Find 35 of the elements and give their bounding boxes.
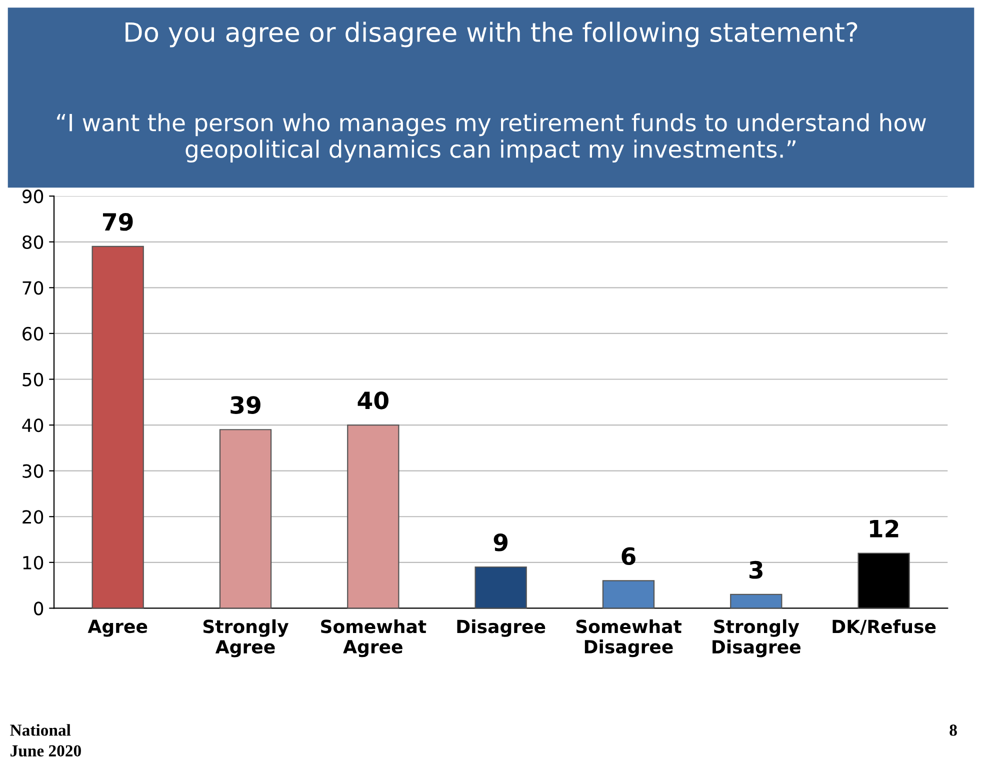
data-label: 6 <box>622 547 636 566</box>
data-label: 39 <box>230 396 260 414</box>
x-tick-label: Somewhat Agree <box>321 619 426 658</box>
data-label: 3 <box>750 560 762 579</box>
bar <box>347 424 400 608</box>
chart-subtitle: “I want the person who manages my retirement funds to understand how geopolitical dynamics can impact my investments.” <box>57 113 926 163</box>
bar <box>92 246 144 608</box>
chart-title: Do you agree or disagree with the following statement? <box>126 22 858 48</box>
bar <box>602 580 655 608</box>
bar <box>730 594 782 608</box>
x-tick-label: Somewhat Disagree <box>576 619 682 658</box>
text: 8 <box>950 724 957 736</box>
x-tick-label: Strongly Disagree <box>712 619 800 658</box>
data-label: 12 <box>870 520 898 538</box>
x-tick-label: DK/Refuse <box>832 619 936 635</box>
data-label: 9 <box>494 533 508 552</box>
y-tick-label: 20 <box>22 510 44 524</box>
y-tick-label: 70 <box>22 281 44 295</box>
x-tick-label: Agree <box>88 620 148 637</box>
text: June 2020 <box>10 745 81 757</box>
y-tick-label: 10 <box>23 556 44 570</box>
bar <box>219 429 272 608</box>
y-tick-label: 60 <box>22 326 44 341</box>
bar <box>474 566 527 608</box>
y-tick-label: 80 <box>22 235 44 249</box>
y-tick-label: 50 <box>22 372 44 386</box>
y-tick-label: 30 <box>22 464 44 478</box>
x-tick-label: Strongly Agree <box>203 619 289 658</box>
data-label: 79 <box>102 212 133 231</box>
y-tick-label: 90 <box>22 190 44 204</box>
data-label: 40 <box>358 392 388 410</box>
text: National <box>10 724 71 736</box>
y-tick-label: 40 <box>22 418 44 432</box>
y-tick-label: 0 <box>34 602 44 616</box>
x-tick-label: Disagree <box>457 619 546 637</box>
